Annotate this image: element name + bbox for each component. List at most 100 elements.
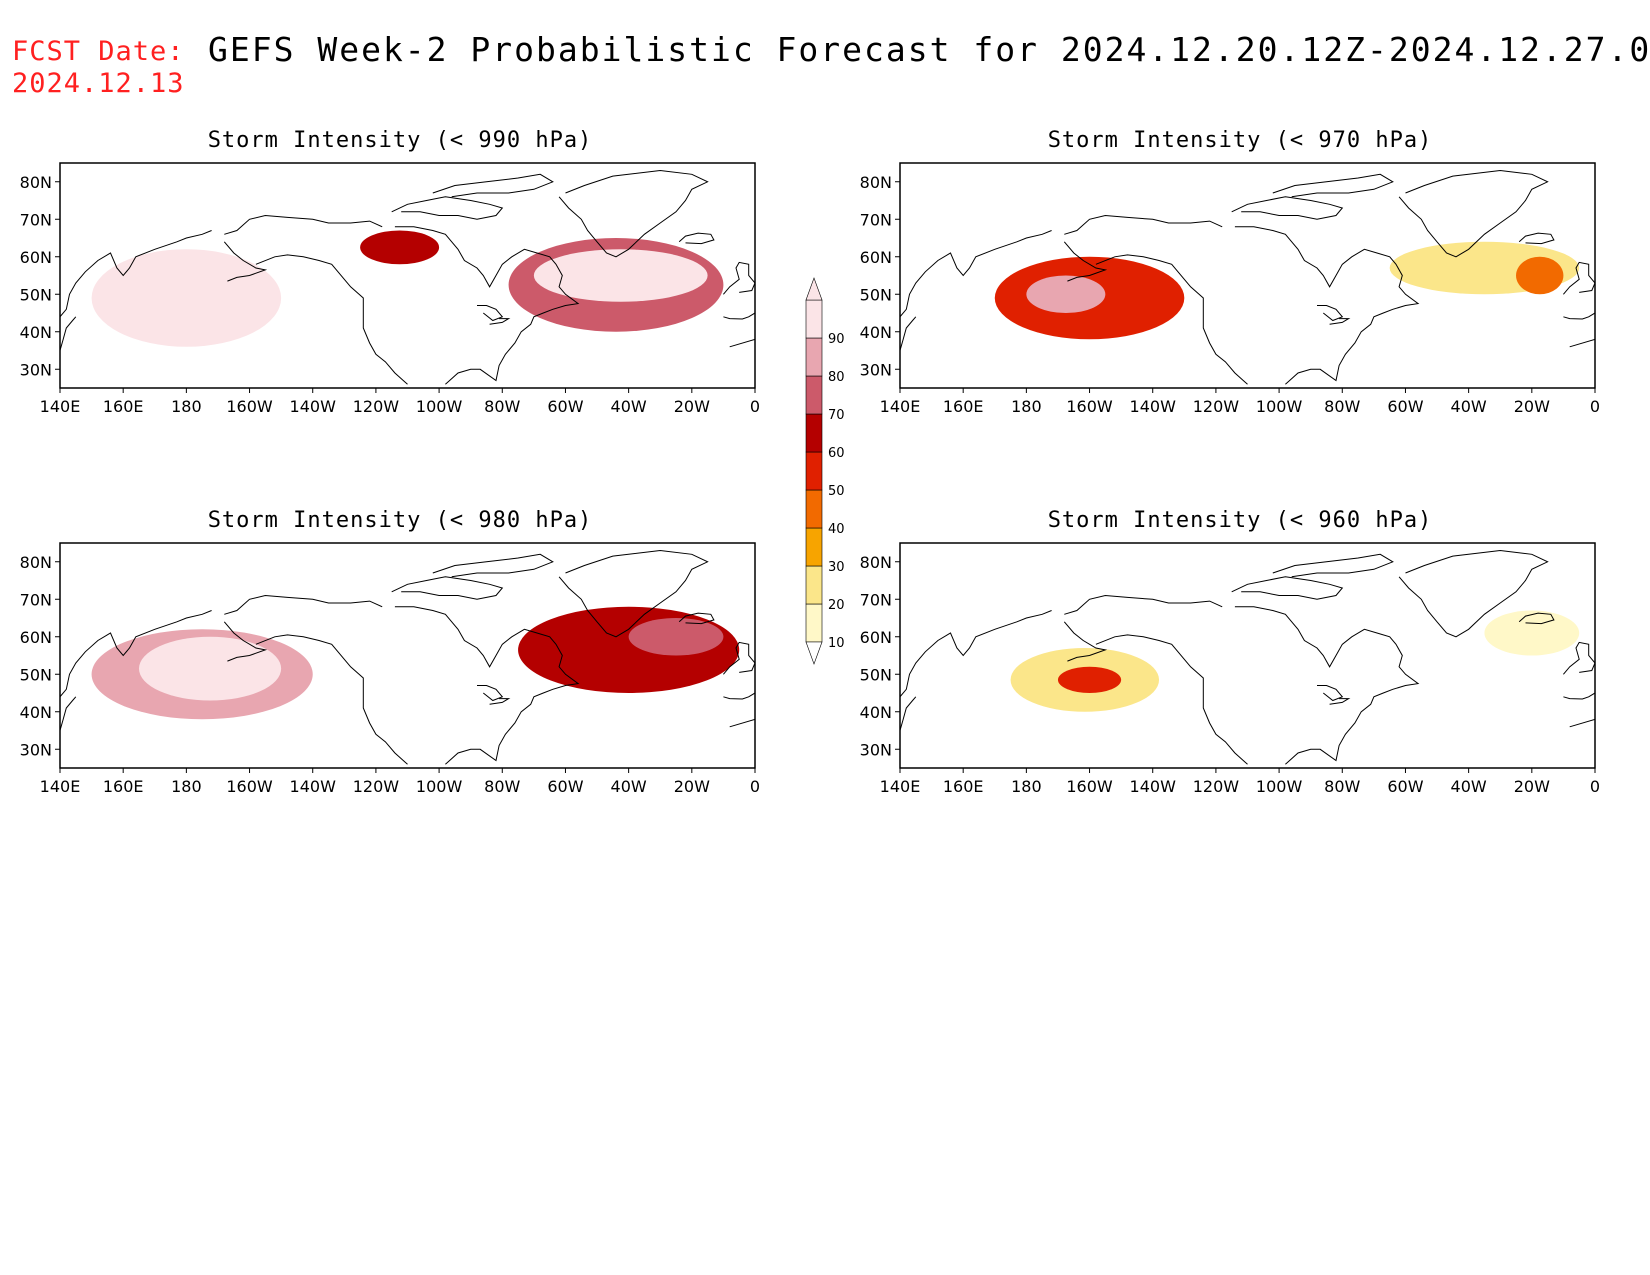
lat-tick-label: 40N [20, 323, 52, 342]
map-990: 80N 70N 60N 50N 40N 30N 140E 160E 180 160W 140W 120… [20, 162, 760, 416]
lon-tick-label: 20W [674, 397, 710, 416]
coastline-segment [1272, 553, 1394, 578]
coastline-segment [255, 254, 408, 385]
forecast-date-value: 2024.12.13 [12, 68, 185, 99]
probability-region [360, 230, 440, 265]
lon-tick-label: 40W [1451, 397, 1487, 416]
probability-field [91, 606, 740, 720]
lon-tick-label: 40W [611, 397, 647, 416]
coastline-segment [432, 173, 554, 198]
lon-tick-label: 140E [880, 397, 921, 416]
coastline-segment [391, 196, 504, 220]
lon-tick-label: 0 [750, 777, 760, 796]
lon-tick-label: 180 [1011, 777, 1042, 796]
coastline-segment [223, 621, 268, 662]
panel-980: Storm Intensity (< 980 hPa) 80N 70N 60N 50N… [0, 508, 800, 838]
lat-tick-label: 80N [20, 173, 52, 192]
coastline-segment [723, 312, 755, 348]
lat-tick-label: 40N [860, 703, 892, 722]
lon-tick-label: 60W [547, 397, 583, 416]
probability-region [1057, 666, 1122, 693]
lat-tick-label: 80N [860, 553, 892, 572]
probability-field [1010, 610, 1580, 712]
map-frame [899, 162, 1596, 389]
lon-tick-label: 160W [1066, 397, 1113, 416]
coastline-segment [1563, 312, 1595, 348]
lon-tick-label: 140E [40, 777, 81, 796]
lon-tick-label: 140E [880, 777, 921, 796]
colorbar-swatch [805, 451, 823, 491]
lat-tick-label: 30N [20, 360, 52, 379]
map-frame [899, 542, 1596, 769]
lon-tick-label: 160W [226, 397, 273, 416]
probability-region [533, 249, 708, 302]
lon-tick-label: 0 [750, 397, 760, 416]
colorbar-swatch [805, 565, 823, 605]
lat-tick-label: 50N [860, 665, 892, 684]
probability-field [91, 230, 724, 347]
coastline [900, 169, 1595, 385]
lon-tick-label: 140W [290, 397, 337, 416]
coastline-segment [1063, 241, 1108, 282]
coastline-segment [1398, 169, 1549, 258]
coastline-segment [1518, 232, 1555, 245]
lat-tick-label: 30N [860, 740, 892, 759]
coastline-segment [900, 610, 1052, 698]
lon-tick-label: 80W [1324, 777, 1360, 796]
lon-tick-label: 80W [484, 397, 520, 416]
lon-tick-label: 60W [547, 777, 583, 796]
coastline-segment [1518, 612, 1555, 625]
coastline-segment [394, 606, 580, 765]
coastline-segment [60, 610, 212, 698]
colorbar-label: 80 [828, 370, 845, 385]
coastline-segment [678, 612, 715, 625]
coastline-segment [1317, 685, 1344, 702]
probability-region [104, 264, 266, 340]
coastline-segment [1231, 196, 1344, 220]
lon-tick-label: 160E [943, 397, 984, 416]
lon-tick-label: 60W [1387, 397, 1423, 416]
coastline [60, 169, 755, 385]
lat-tick-label: 70N [860, 590, 892, 609]
lon-tick-label: 160E [943, 777, 984, 796]
lon-tick-label: 100W [416, 397, 463, 416]
page-title: GEFS Week-2 Probabilistic Forecast for 2… [208, 30, 1650, 69]
lon-tick-label: 100W [1256, 777, 1303, 796]
colorbar-swatch [805, 603, 823, 643]
colorbar-label: 30 [828, 560, 845, 575]
map-960: 80N 70N 60N 50N 40N 30N 140E 160E 180 160W 140W 120… [860, 542, 1600, 796]
coastline-segment [477, 685, 504, 702]
colorbar-top-arrow [805, 277, 823, 301]
lon-tick-label: 40W [1451, 777, 1487, 796]
coastline-segment [1272, 173, 1394, 198]
coastline-segment [1329, 318, 1351, 325]
colorbar-swatch [805, 375, 823, 415]
lon-tick-label: 100W [1256, 397, 1303, 416]
lon-tick-label: 40W [611, 777, 647, 796]
lat-tick-label: 50N [20, 665, 52, 684]
coastline-segment [678, 232, 715, 245]
lat-tick-label: 40N [20, 703, 52, 722]
coastline-segment [60, 696, 77, 731]
lon-tick-label: 120W [1193, 777, 1240, 796]
colorbar-swatch [805, 413, 823, 453]
colorbar-label: 20 [828, 598, 845, 613]
colorbar-label: 40 [828, 522, 845, 537]
colorbar-swatch [805, 489, 823, 529]
colorbar-label: 90 [828, 332, 845, 347]
coastline-segment [255, 634, 408, 765]
lon-tick-label: 20W [1514, 777, 1550, 796]
lon-tick-label: 60W [1387, 777, 1423, 796]
coastline-segment [60, 316, 77, 351]
map-970: 80N 70N 60N 50N 40N 30N 140E 160E 180 160W 140W 120… [860, 162, 1600, 416]
lon-tick-label: 180 [171, 397, 202, 416]
coastline-segment [723, 692, 755, 728]
coastline-segment [558, 549, 709, 638]
coastline-segment [723, 641, 755, 675]
panel-title: Storm Intensity (< 990 hPa) [207, 128, 593, 153]
map-frame [59, 162, 756, 389]
lat-tick-label: 60N [860, 628, 892, 647]
panel-990: Storm Intensity (< 990 hPa) 80N 70N 60N 50N… [0, 128, 800, 458]
coastline-segment [224, 594, 383, 615]
lat-tick-label: 80N [860, 173, 892, 192]
